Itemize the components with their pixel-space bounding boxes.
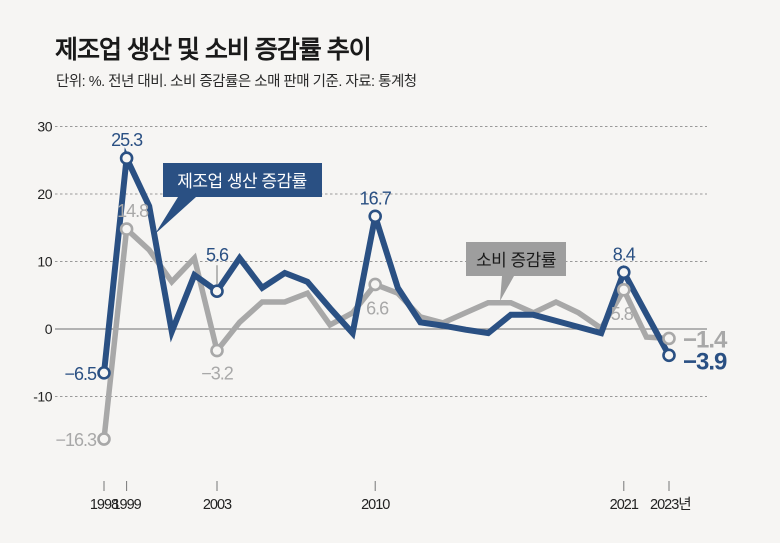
manufacturing-marker xyxy=(368,209,383,224)
callout-manufacturing-label: 제조업 생산 증감률 xyxy=(177,172,307,191)
series-lines xyxy=(101,147,672,440)
manufacturing-data-label: 16.7 xyxy=(360,188,392,208)
consumption-line xyxy=(101,223,670,440)
consumption-marker xyxy=(210,343,224,358)
consumption-marker xyxy=(97,432,111,446)
y-tick-label: 0 xyxy=(45,321,53,337)
consumption-data-label: 14.8 xyxy=(117,201,149,221)
x-tick-label: 2010 xyxy=(361,497,390,513)
consumption-marker xyxy=(616,283,631,297)
callout-consumption-box xyxy=(466,242,566,301)
x-tick-label: 2023년 xyxy=(650,496,691,513)
manufacturing-data-label: 5.6 xyxy=(206,245,229,265)
manufacturing-data-label: −6.5 xyxy=(64,364,97,384)
manufacturing-marker xyxy=(97,366,111,380)
y-axis: 30 20 10 0 -10 xyxy=(33,119,53,405)
chart-subtitle: 단위: %. 전년 대비. 소비 증감률은 소매 판매 기준. 자료: 통계청 xyxy=(56,74,417,90)
manufacturing-marker xyxy=(119,151,134,166)
x-tick-label: 2003 xyxy=(203,497,232,513)
consumption-marker xyxy=(119,222,134,236)
gridlines xyxy=(55,126,707,397)
manufacturing-data-label: 8.4 xyxy=(613,244,636,264)
consumption-data-label: −16.3 xyxy=(55,430,97,450)
manufacturing-marker xyxy=(616,265,631,280)
manufacturing-marker xyxy=(210,284,224,299)
data-labels: −6.5 25.3 5.6 16.7 8.4 −3.9 −16.3 14.8 −3.2 6.6 5.… xyxy=(55,130,729,450)
chart-title: 제조업 생산 및 소비 증감률 추이 xyxy=(55,36,372,64)
y-tick-label: 20 xyxy=(37,186,52,202)
consumption-data-label: −1.4 xyxy=(683,326,728,353)
consumption-marker xyxy=(662,331,676,346)
manufacturing-line xyxy=(101,147,672,374)
consumption-data-label: −3.2 xyxy=(201,364,234,384)
series-markers xyxy=(97,151,676,446)
consumption-data-label: 6.6 xyxy=(366,298,389,318)
y-tick-label: 10 xyxy=(37,254,52,270)
consumption-data-label: 5.8 xyxy=(611,304,634,324)
x-tick-label: 1998 xyxy=(90,497,119,513)
x-tick-label: 1999 xyxy=(112,497,141,513)
callout-manufacturing-box xyxy=(155,163,322,234)
manufacturing-data-label: −3.9 xyxy=(683,348,727,375)
consumption-marker xyxy=(368,277,383,292)
y-tick-label: -10 xyxy=(33,389,52,405)
x-tick-label: 2021 xyxy=(610,497,639,513)
manufacturing-marker xyxy=(662,348,676,363)
y-tick-label: 30 xyxy=(37,119,52,135)
manufacturing-data-label: 25.3 xyxy=(111,130,143,150)
callout-consumption-label: 소비 증감률 xyxy=(476,251,556,270)
